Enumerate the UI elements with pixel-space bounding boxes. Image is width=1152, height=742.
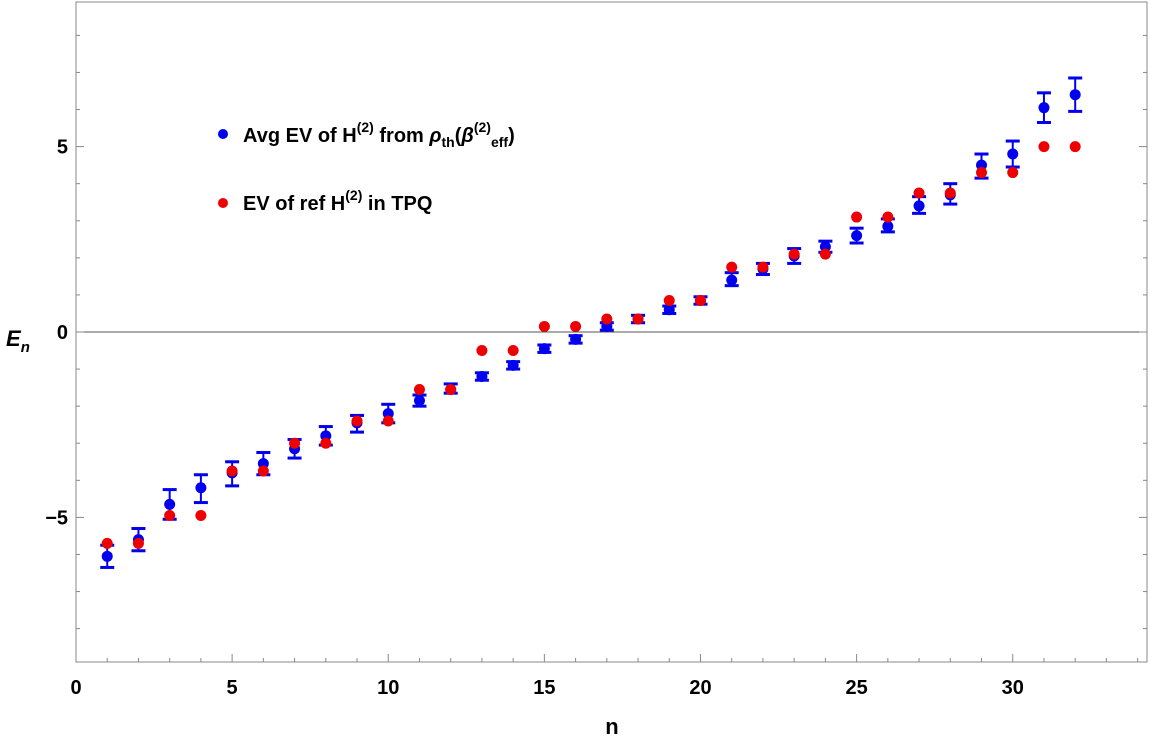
y-tick-label: 5 [57, 137, 68, 159]
legend-ref-suffix: in TPQ [362, 193, 432, 215]
x-tick-labels: 0 5 10 15 20 25 30 [70, 677, 1023, 699]
avg-point [726, 274, 738, 286]
ref-point [851, 211, 863, 223]
x-tick-label: 10 [377, 677, 399, 699]
avg-point [538, 343, 550, 355]
avg-point [882, 220, 894, 232]
legend-avg-sup1: (2) [357, 119, 374, 135]
legend-marker-avg [218, 129, 228, 139]
avg-point [913, 200, 925, 212]
x-minor-ticks [75, 654, 1139, 662]
legend-ref-sup: (2) [345, 187, 362, 203]
legend-marker-ref [218, 198, 228, 208]
ref-point [570, 320, 582, 332]
ref-point [226, 465, 238, 477]
ref-point [538, 320, 550, 332]
legend-avg-prefix: Avg EV of H [243, 125, 357, 147]
ref-point [445, 383, 457, 395]
legend-avg-eff-sub: eff [491, 134, 508, 150]
ref-point [757, 261, 769, 273]
ref-point [507, 345, 519, 357]
ref-point [632, 313, 644, 325]
ref-point [882, 211, 894, 223]
legend-avg-rho-sub: th [442, 134, 455, 150]
y-axis-title-main: E [6, 326, 22, 351]
avg-point [164, 498, 176, 510]
y-axis-title: En [6, 326, 30, 356]
ref-point [476, 345, 488, 357]
avg-point [663, 304, 675, 316]
x-tick-label: 5 [227, 677, 238, 699]
legend-avg-beta: β [460, 125, 473, 147]
ref-point [351, 415, 363, 427]
ref-point [382, 415, 394, 427]
y-tick-label: −5 [45, 507, 68, 529]
avg-point [413, 395, 425, 407]
legend-ref-prefix: EV of ref H [243, 193, 345, 215]
legend-label-avg: Avg EV of H(2) from ρth(β(2)eff) [243, 119, 515, 150]
ref-point [976, 167, 988, 179]
x-tick-label: 20 [689, 677, 711, 699]
ref-point [663, 294, 675, 306]
ref-point [132, 537, 144, 549]
ref-point [320, 437, 332, 449]
ref-point [257, 465, 269, 477]
ref-point [195, 510, 207, 522]
avg-point [851, 230, 863, 242]
avg-point [1069, 89, 1081, 101]
y-axis-title-sub: n [21, 339, 30, 356]
avg-point [101, 550, 113, 562]
avg-point [476, 370, 488, 382]
y-tick-label: 0 [57, 322, 68, 344]
avg-point [195, 482, 207, 494]
ref-point [913, 187, 925, 199]
legend-avg-sup2: (2) [474, 119, 491, 135]
ref-point [413, 383, 425, 395]
ref-point [1007, 167, 1019, 179]
y-minor-ticks [76, 34, 1147, 630]
series-ref-points [101, 141, 1081, 549]
legend-label-ref: EV of ref H(2) in TPQ [243, 187, 432, 215]
x-tick-label: 25 [845, 677, 867, 699]
avg-point [507, 359, 519, 371]
avg-point [1038, 102, 1050, 114]
ref-point [726, 261, 738, 273]
ref-point [944, 187, 956, 199]
x-tick-label: 15 [533, 677, 555, 699]
x-tick-label: 0 [70, 677, 81, 699]
ref-point [694, 294, 706, 306]
ref-point [1069, 141, 1081, 153]
avg-point [570, 333, 582, 345]
x-axis-title: n [605, 714, 618, 739]
legend-avg-close-paren: ) [508, 125, 515, 147]
legend-avg-rho: ρ [428, 125, 441, 147]
ref-point [819, 248, 831, 260]
ref-point [164, 510, 176, 522]
x-tick-label: 30 [1002, 677, 1024, 699]
ref-point [289, 437, 301, 449]
avg-point [1007, 148, 1019, 160]
y-tick-labels: −5 0 5 [45, 137, 68, 530]
ref-point [788, 248, 800, 260]
ref-point [1038, 141, 1050, 153]
legend-avg-open-paren: ( [455, 125, 462, 147]
legend-avg-middle: from [374, 125, 430, 147]
ref-point [101, 537, 113, 549]
legend: Avg EV of H(2) from ρth(β(2)eff) EV of r… [218, 119, 515, 215]
ref-point [601, 313, 613, 325]
